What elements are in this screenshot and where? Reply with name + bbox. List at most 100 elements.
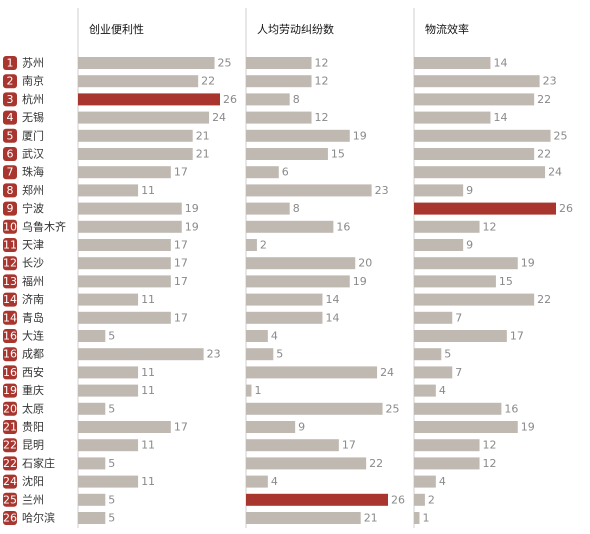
value-label: 4 xyxy=(271,475,278,488)
value-label: 14 xyxy=(325,311,339,324)
bar xyxy=(78,384,139,397)
value-label: 25 xyxy=(218,57,232,70)
value-label: 21 xyxy=(196,148,210,161)
rank-label: 14 xyxy=(3,311,17,324)
rank-badge xyxy=(3,219,17,234)
value-label: 23 xyxy=(543,75,557,88)
value-label: 14 xyxy=(493,57,507,70)
bar xyxy=(78,402,106,415)
value-label: 12 xyxy=(315,111,329,124)
value-label: 5 xyxy=(276,348,283,361)
rank-badge xyxy=(3,92,17,107)
rank-badge xyxy=(3,256,17,271)
bar xyxy=(246,57,312,69)
city-label: 宁波 xyxy=(22,201,44,215)
city-label: 重庆 xyxy=(22,383,44,397)
bar xyxy=(414,475,436,488)
rank-badge xyxy=(3,401,17,416)
bar xyxy=(78,311,171,324)
bar xyxy=(414,311,453,324)
rank-label: 12 xyxy=(3,257,17,270)
value-label: 24 xyxy=(212,111,226,124)
value-label: 8 xyxy=(293,93,300,106)
bar xyxy=(246,457,367,470)
bar xyxy=(414,293,535,306)
bar xyxy=(246,293,323,306)
bar xyxy=(78,275,171,288)
bar xyxy=(246,512,361,524)
rank-label: 22 xyxy=(3,439,17,452)
value-label: 23 xyxy=(207,348,221,361)
rank-label: 11 xyxy=(3,239,17,252)
city-label: 济南 xyxy=(22,292,44,306)
city-label: 沈阳 xyxy=(22,474,44,488)
value-label: 22 xyxy=(369,457,383,470)
value-label: 5 xyxy=(108,512,115,525)
value-label: 12 xyxy=(315,75,329,88)
value-label: 5 xyxy=(108,402,115,415)
value-label: 14 xyxy=(325,293,339,306)
bar xyxy=(414,202,556,215)
value-label: 24 xyxy=(548,166,562,179)
bar xyxy=(78,457,106,470)
rank-label: 10 xyxy=(3,220,17,233)
bar xyxy=(246,311,323,324)
value-label: 16 xyxy=(336,220,350,233)
value-label: 1 xyxy=(254,384,261,397)
value-label: 12 xyxy=(483,439,497,452)
bar xyxy=(414,257,518,270)
rank-label: 19 xyxy=(3,384,17,397)
column-header: 物流效率 xyxy=(425,22,469,36)
value-label: 17 xyxy=(174,421,188,434)
bar xyxy=(78,166,171,179)
bar xyxy=(414,402,502,415)
bar xyxy=(246,184,372,197)
rank-badge xyxy=(3,347,17,362)
rank-badge xyxy=(3,474,17,489)
value-label: 7 xyxy=(455,311,462,324)
bar xyxy=(414,166,546,179)
bar xyxy=(414,239,464,251)
city-label: 西安 xyxy=(22,365,44,379)
city-label: 哈尔滨 xyxy=(22,511,55,525)
value-label: 17 xyxy=(510,330,524,343)
value-label: 25 xyxy=(386,402,400,415)
value-label: 12 xyxy=(483,457,497,470)
bar xyxy=(78,257,171,270)
rank-badge xyxy=(3,329,17,343)
rank-badge xyxy=(3,147,17,161)
rank-label: 21 xyxy=(3,421,17,434)
value-label: 26 xyxy=(559,202,573,215)
rank-badge xyxy=(3,420,17,434)
rank-badge xyxy=(3,74,17,89)
rank-badge xyxy=(3,365,17,380)
value-label: 9 xyxy=(466,184,473,197)
value-label: 4 xyxy=(439,384,446,397)
rank-label: 5 xyxy=(7,129,14,142)
value-label: 17 xyxy=(174,239,188,252)
rank-label: 20 xyxy=(3,402,17,415)
bar xyxy=(246,148,328,160)
value-label: 19 xyxy=(521,257,535,270)
rank-label: 2 xyxy=(7,75,14,88)
value-label: 24 xyxy=(380,366,394,379)
bar xyxy=(246,111,312,124)
column-header: 创业便利性 xyxy=(89,22,144,36)
rank-label: 16 xyxy=(3,366,17,379)
value-label: 23 xyxy=(375,184,389,197)
rank-label: 7 xyxy=(7,166,14,179)
bar xyxy=(414,148,535,160)
value-label: 19 xyxy=(353,129,367,142)
bar xyxy=(246,475,268,488)
bar xyxy=(414,512,420,524)
rank-label: 9 xyxy=(7,202,14,215)
value-label: 17 xyxy=(174,311,188,324)
value-label: 11 xyxy=(141,439,155,452)
rank-label: 16 xyxy=(3,330,17,343)
value-label: 11 xyxy=(141,184,155,197)
bar xyxy=(414,129,551,142)
bar xyxy=(414,184,464,197)
bar xyxy=(414,439,480,452)
bar xyxy=(246,166,279,179)
